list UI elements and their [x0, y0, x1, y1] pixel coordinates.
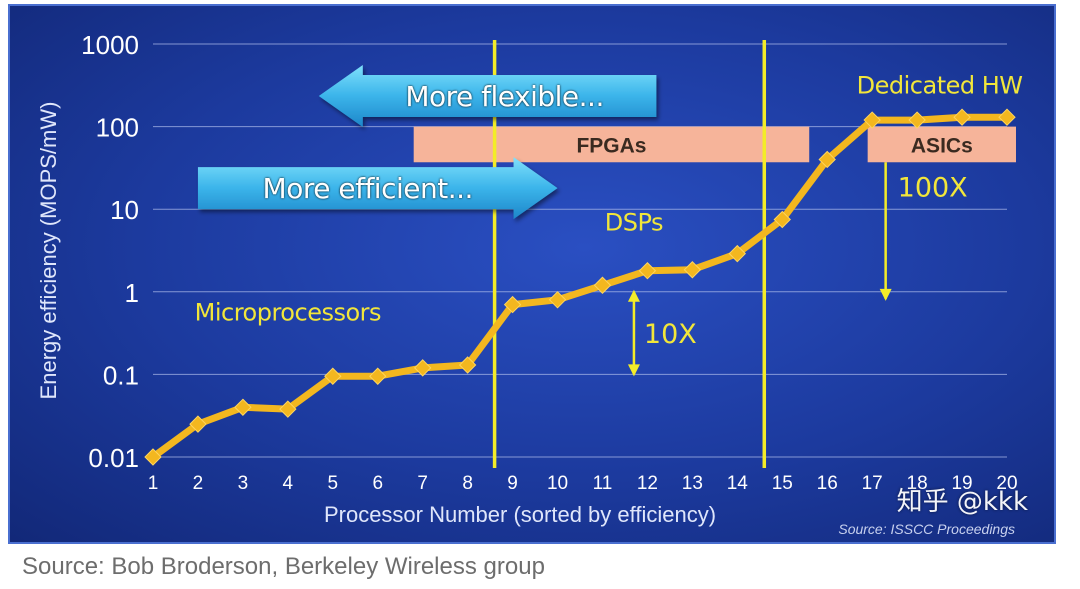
data-point	[548, 291, 567, 309]
arrow-banner-label: More efficient...	[263, 172, 473, 205]
x-tick-label: 8	[462, 473, 473, 494]
data-point	[324, 367, 342, 385]
data-point	[728, 244, 747, 263]
range-arrow-head	[627, 364, 640, 377]
category-label: Microprocessors	[195, 298, 381, 326]
arrow-banner-right	[197, 157, 558, 220]
category-label: Dedicated HW	[857, 72, 1023, 100]
x-tick-label: 12	[637, 473, 658, 494]
y-tick-label: 0.01	[88, 443, 139, 473]
band-label: ASICs	[911, 134, 973, 157]
x-tick-label: 4	[283, 473, 294, 494]
range-label: 100X	[898, 172, 968, 203]
data-point	[638, 262, 657, 280]
x-tick-label: 19	[951, 473, 972, 494]
band-asics	[867, 126, 1016, 163]
x-tick-label: 18	[907, 473, 928, 494]
x-tick-label: 2	[193, 473, 204, 494]
data-point	[908, 111, 926, 129]
data-point	[818, 150, 836, 169]
x-tick-label: 1	[148, 473, 159, 494]
data-point	[189, 415, 207, 433]
x-tick-label: 11	[593, 473, 613, 494]
x-tick-label: 3	[238, 473, 249, 494]
series-line	[149, 113, 1011, 461]
y-tick-label: 1	[125, 278, 139, 308]
x-axis-title: Processor Number (sorted by efficiency)	[324, 502, 716, 527]
y-tick-label: 10	[110, 195, 139, 225]
arrow-banner-left	[318, 64, 657, 127]
data-point	[953, 108, 971, 126]
x-tick-label: 20	[996, 473, 1017, 494]
data-point	[458, 356, 477, 374]
data-point	[503, 295, 522, 314]
x-tick-label: 5	[328, 473, 339, 494]
x-tick-label: 17	[862, 473, 883, 494]
y-tick-label: 1000	[81, 30, 139, 60]
y-axis-title: Energy efficiency (MOPS/mW)	[36, 102, 61, 400]
x-tick-label: 7	[417, 473, 428, 494]
band-label: FPGAs	[576, 134, 646, 157]
source-note: Source: ISSCC Proceedings	[838, 521, 1015, 537]
y-tick-label: 100	[96, 113, 139, 143]
data-point	[369, 367, 387, 385]
x-tick-label: 9	[507, 473, 518, 494]
x-tick-label: 10	[547, 473, 568, 494]
x-tick-label: 6	[372, 473, 383, 494]
footer-source: Source: Bob Broderson, Berkeley Wireless…	[22, 553, 545, 580]
data-point	[144, 448, 162, 466]
range-label: 10X	[644, 319, 697, 350]
slide-panel: FPGAs ASICs More flexible... More efficien…	[8, 4, 1056, 544]
category-label: DSPs	[605, 209, 663, 237]
range-arrow-head	[879, 288, 892, 301]
data-point	[593, 276, 612, 294]
arrow-banner-label: More flexible...	[405, 80, 604, 113]
data-point	[863, 111, 881, 129]
y-tick-label: 0.1	[103, 360, 139, 390]
band-fpgas	[413, 126, 810, 163]
data-point	[683, 261, 702, 279]
efficiency-chart: FPGAs ASICs More flexible... More efficien…	[36, 30, 1023, 537]
x-tick-label: 13	[682, 473, 703, 494]
x-tick-label: 15	[772, 473, 793, 494]
watermark: 知乎 @kkk	[896, 487, 1028, 517]
x-tick-label: 16	[817, 473, 838, 494]
data-point	[234, 398, 252, 416]
data-point	[413, 359, 432, 377]
data-point	[773, 210, 791, 229]
data-point	[998, 108, 1016, 126]
data-point	[279, 400, 297, 418]
range-arrow-head	[627, 289, 640, 302]
x-tick-label: 14	[727, 473, 749, 494]
